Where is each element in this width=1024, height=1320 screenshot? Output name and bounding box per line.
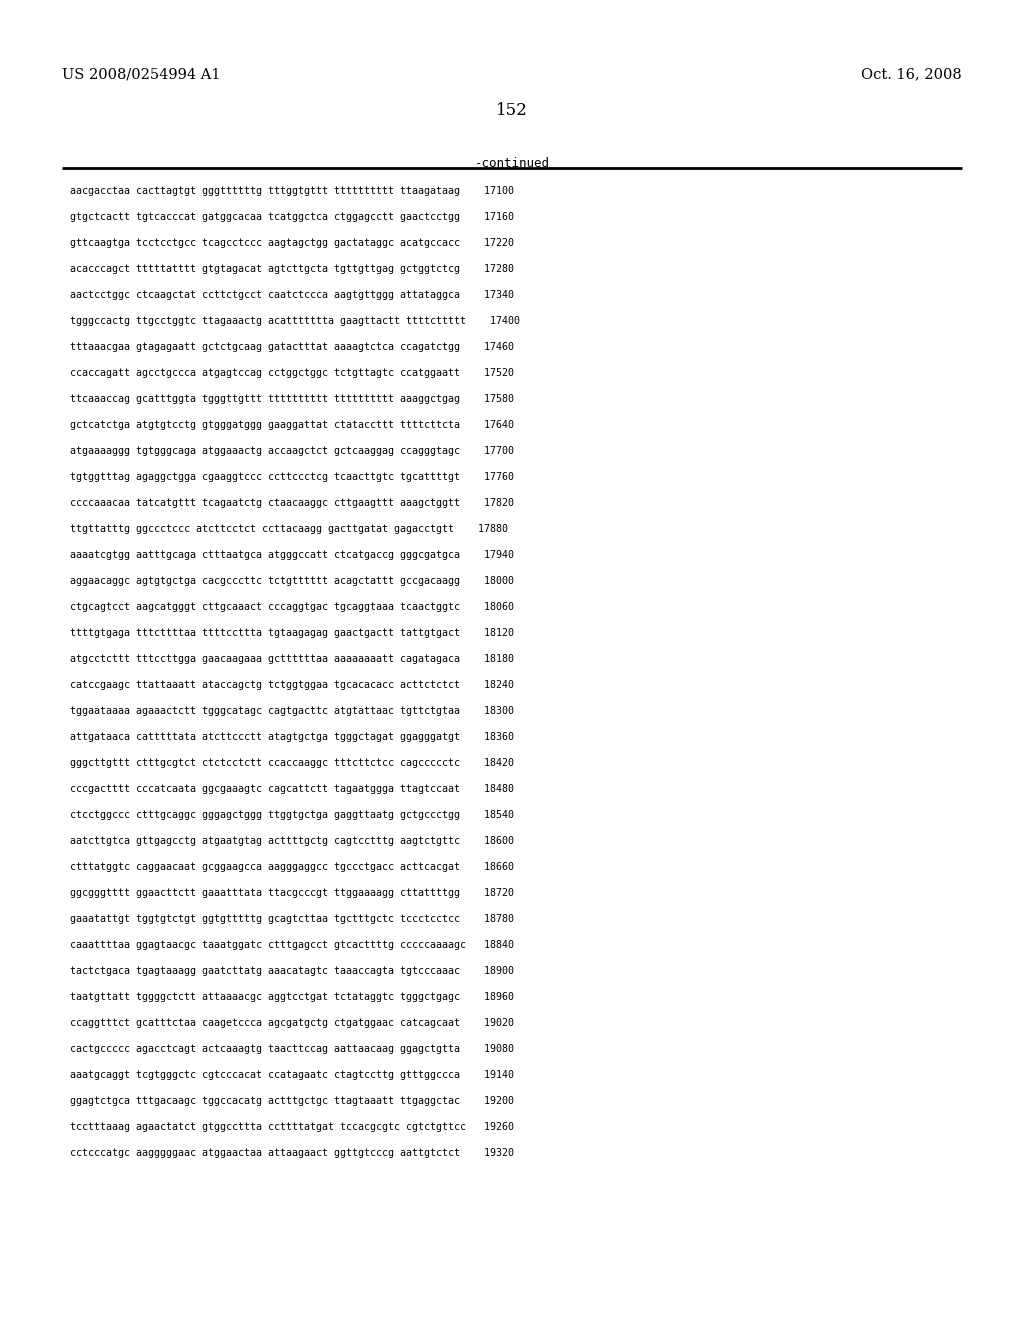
Text: aatcttgtca gttgagcctg atgaatgtag acttttgctg cagtcctttg aagtctgttc    18600: aatcttgtca gttgagcctg atgaatgtag acttttg… — [70, 836, 514, 846]
Text: gtgctcactt tgtcacccat gatggcacaa tcatggctca ctggagcctt gaactcctgg    17160: gtgctcactt tgtcacccat gatggcacaa tcatggc… — [70, 213, 514, 222]
Text: ttcaaaccag gcatttggta tgggttgttt tttttttttt tttttttttt aaaggctgag    17580: ttcaaaccag gcatttggta tgggttgttt ttttttt… — [70, 393, 514, 404]
Text: ggcgggtttt ggaacttctt gaaatttata ttacgcccgt ttggaaaagg cttattttgg    18720: ggcgggtttt ggaacttctt gaaatttata ttacgcc… — [70, 888, 514, 898]
Text: attgataaca catttttata atcttccctt atagtgctga tgggctagat ggagggatgt    18360: attgataaca catttttata atcttccctt atagtgc… — [70, 733, 514, 742]
Text: aaatgcaggt tcgtgggctc cgtcccacat ccatagaatc ctagtccttg gtttggccca    19140: aaatgcaggt tcgtgggctc cgtcccacat ccataga… — [70, 1071, 514, 1080]
Text: gctcatctga atgtgtcctg gtgggatggg gaaggattat ctataccttt ttttcttcta    17640: gctcatctga atgtgtcctg gtgggatggg gaaggat… — [70, 420, 514, 430]
Text: aacgacctaa cacttagtgt gggttttttg tttggtgttt tttttttttt ttaagataag    17100: aacgacctaa cacttagtgt gggttttttg tttggtg… — [70, 186, 514, 195]
Text: tactctgaca tgagtaaagg gaatcttatg aaacatagtc taaaccagta tgtcccaaac    18900: tactctgaca tgagtaaagg gaatcttatg aaacata… — [70, 966, 514, 975]
Text: atgcctcttt tttccttgga gaacaagaaa gcttttttaa aaaaaaaatt cagatagaca    18180: atgcctcttt tttccttgga gaacaagaaa gcttttt… — [70, 653, 514, 664]
Text: ccccaaacaa tatcatgttt tcagaatctg ctaacaaggc cttgaagttt aaagctggtt    17820: ccccaaacaa tatcatgttt tcagaatctg ctaacaa… — [70, 498, 514, 508]
Text: aaaatcgtgg aatttgcaga ctttaatgca atgggccatt ctcatgaccg gggcgatgca    17940: aaaatcgtgg aatttgcaga ctttaatgca atgggcc… — [70, 550, 514, 560]
Text: atgaaaaggg tgtgggcaga atggaaactg accaagctct gctcaaggag ccagggtagc    17700: atgaaaaggg tgtgggcaga atggaaactg accaagc… — [70, 446, 514, 455]
Text: tttaaacgaa gtagagaatt gctctgcaag gatactttat aaaagtctca ccagatctgg    17460: tttaaacgaa gtagagaatt gctctgcaag gatactt… — [70, 342, 514, 352]
Text: aggaacaggc agtgtgctga cacgcccttc tctgtttttt acagctattt gccgacaagg    18000: aggaacaggc agtgtgctga cacgcccttc tctgttt… — [70, 576, 514, 586]
Text: gggcttgttt ctttgcgtct ctctcctctt ccaccaaggc tttcttctcc cagccccctc    18420: gggcttgttt ctttgcgtct ctctcctctt ccaccaa… — [70, 758, 514, 768]
Text: 152: 152 — [496, 102, 528, 119]
Text: tggaataaaa agaaactctt tgggcatagc cagtgacttc atgtattaac tgttctgtaa    18300: tggaataaaa agaaactctt tgggcatagc cagtgac… — [70, 706, 514, 715]
Text: taatgttatt tggggctctt attaaaacgc aggtcctgat tctataggtc tgggctgagc    18960: taatgttatt tggggctctt attaaaacgc aggtcct… — [70, 993, 514, 1002]
Text: cccgactttt cccatcaata ggcgaaagtc cagcattctt tagaatggga ttagtccaat    18480: cccgactttt cccatcaata ggcgaaagtc cagcatt… — [70, 784, 514, 795]
Text: tgggccactg ttgcctggtc ttagaaactg acattttttta gaagttactt ttttcttttt    17400: tgggccactg ttgcctggtc ttagaaactg acatttt… — [70, 315, 520, 326]
Text: ctttatggtc caggaacaat gcggaagcca aagggaggcc tgccctgacc acttcacgat    18660: ctttatggtc caggaacaat gcggaagcca aagggag… — [70, 862, 514, 873]
Text: tcctttaaag agaactatct gtggccttta ccttttatgat tccacgcgtc cgtctgttcc   19260: tcctttaaag agaactatct gtggccttta cctttta… — [70, 1122, 514, 1133]
Text: tgtggtttag agaggctgga cgaaggtccc ccttccctcg tcaacttgtc tgcattttgt    17760: tgtggtttag agaggctgga cgaaggtccc ccttccc… — [70, 473, 514, 482]
Text: cactgccccc agacctcagt actcaaagtg taacttccag aattaacaag ggagctgtta    19080: cactgccccc agacctcagt actcaaagtg taacttc… — [70, 1044, 514, 1053]
Text: US 2008/0254994 A1: US 2008/0254994 A1 — [62, 67, 220, 81]
Text: catccgaagc ttattaaatt ataccagctg tctggtggaa tgcacacacc acttctctct    18240: catccgaagc ttattaaatt ataccagctg tctggtg… — [70, 680, 514, 690]
Text: ctgcagtcct aagcatgggt cttgcaaact cccaggtgac tgcaggtaaa tcaactggtc    18060: ctgcagtcct aagcatgggt cttgcaaact cccaggt… — [70, 602, 514, 612]
Text: -continued: -continued — [474, 157, 550, 170]
Text: cctcccatgc aagggggaac atggaactaa attaagaact ggttgtcccg aattgtctct    19320: cctcccatgc aagggggaac atggaactaa attaaga… — [70, 1148, 514, 1158]
Text: aactcctggc ctcaagctat ccttctgcct caatctccca aagtgttggg attataggca    17340: aactcctggc ctcaagctat ccttctgcct caatctc… — [70, 290, 514, 300]
Text: gttcaagtga tcctcctgcc tcagcctccc aagtagctgg gactataggc acatgccacc    17220: gttcaagtga tcctcctgcc tcagcctccc aagtagc… — [70, 238, 514, 248]
Text: gaaatattgt tggtgtctgt ggtgtttttg gcagtcttaa tgctttgctc tccctcctcc    18780: gaaatattgt tggtgtctgt ggtgtttttg gcagtct… — [70, 913, 514, 924]
Text: ccaggtttct gcatttctaa caagetccca agcgatgctg ctgatggaac catcagcaat    19020: ccaggtttct gcatttctaa caagetccca agcgatg… — [70, 1018, 514, 1028]
Text: ctcctggccc ctttgcaggc gggagctggg ttggtgctga gaggttaatg gctgccctgg    18540: ctcctggccc ctttgcaggc gggagctggg ttggtgc… — [70, 810, 514, 820]
Text: ttgttatttg ggccctccc atcttcctct ccttacaagg gacttgatat gagacctgtt    17880: ttgttatttg ggccctccc atcttcctct ccttacaa… — [70, 524, 508, 535]
Text: ttttgtgaga tttcttttaa ttttccttta tgtaagagag gaactgactt tattgtgact    18120: ttttgtgaga tttcttttaa ttttccttta tgtaaga… — [70, 628, 514, 638]
Text: ggagtctgca tttgacaagc tggccacatg actttgctgc ttagtaaatt ttgaggctac    19200: ggagtctgca tttgacaagc tggccacatg actttgc… — [70, 1096, 514, 1106]
Text: caaattttaa ggagtaacgc taaatggatc ctttgagcct gtcacttttg cccccaaaagc   18840: caaattttaa ggagtaacgc taaatggatc ctttgag… — [70, 940, 514, 950]
Text: acacccagct tttttatttt gtgtagacat agtcttgcta tgttgttgag gctggtctcg    17280: acacccagct tttttatttt gtgtagacat agtcttg… — [70, 264, 514, 275]
Text: Oct. 16, 2008: Oct. 16, 2008 — [861, 67, 962, 81]
Text: ccaccagatt agcctgccca atgagtccag cctggctggc tctgttagtc ccatggaatt    17520: ccaccagatt agcctgccca atgagtccag cctggct… — [70, 368, 514, 378]
